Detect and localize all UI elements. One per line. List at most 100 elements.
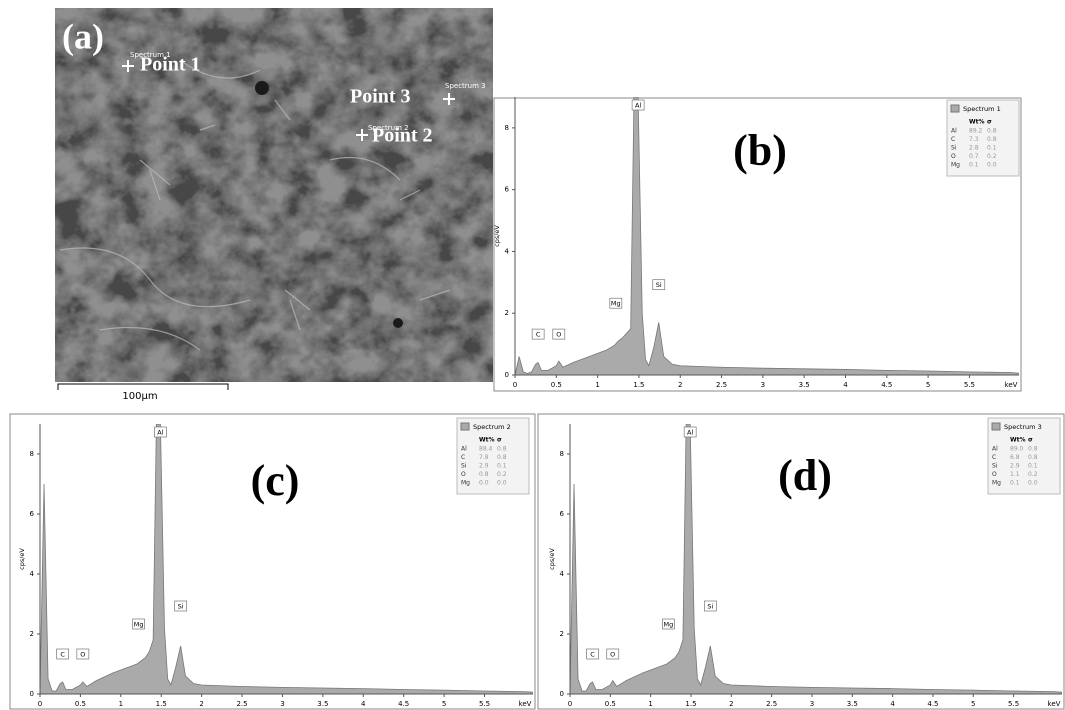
peak-tag: C (590, 651, 595, 659)
x-tick-label: 1.5 (156, 700, 167, 708)
table-cell: Al (951, 128, 957, 135)
spectrum-chart: Spectrum 2Wt%σAl88.40.8C7.80.8Si2.90.1O0… (10, 414, 535, 709)
legend-swatch (992, 423, 1000, 430)
y-tick-label: 6 (560, 510, 565, 518)
table-header: Wt% (479, 437, 495, 444)
x-tick-label: 4.5 (927, 700, 938, 708)
peak-tag: Al (687, 429, 693, 437)
x-tick-label: 2 (678, 381, 682, 389)
table-cell: 0.1 (969, 162, 979, 169)
x-tick-label: 2.5 (716, 381, 727, 389)
y-tick-label: 0 (505, 371, 509, 379)
peak-tag: C (60, 651, 65, 659)
table-cell: 0.8 (1028, 446, 1038, 453)
table-cell: 0.8 (479, 471, 489, 478)
table-cell: 0.2 (497, 471, 507, 478)
x-tick-label: 4 (890, 700, 895, 708)
x-tick-label: 4.5 (881, 381, 892, 389)
sem-pore (393, 318, 403, 328)
x-tick-label: 2 (199, 700, 203, 708)
x-tick-label: 3.5 (799, 381, 810, 389)
peak-tag: Si (656, 281, 662, 289)
y-tick-label: 2 (505, 309, 509, 317)
table-cell: 0.2 (1028, 471, 1038, 478)
y-tick-label: 6 (505, 186, 510, 194)
table-cell: 0.8 (987, 128, 997, 135)
panel-label: (a) (62, 16, 104, 56)
table-cell: 0.7 (969, 153, 979, 160)
legend-label: Spectrum 1 (963, 105, 1001, 113)
table-cell: 0.1 (497, 463, 507, 470)
table-cell: 6.8 (1010, 454, 1020, 461)
table-cell: C (992, 454, 996, 461)
table-cell: O (951, 153, 956, 160)
table-cell: Si (992, 463, 998, 470)
table-cell: C (461, 454, 465, 461)
table-cell: 0.1 (1028, 463, 1038, 470)
x-tick-label: 3 (761, 381, 765, 389)
x-axis-label: keV (1005, 381, 1018, 389)
y-tick-label: 6 (30, 510, 35, 518)
peak-tag: O (610, 651, 615, 659)
y-tick-label: 8 (30, 450, 34, 458)
x-tick-label: 4.5 (398, 700, 409, 708)
y-tick-label: 4 (505, 247, 510, 255)
table-cell: 2.9 (1010, 463, 1020, 470)
panel-label: (c) (251, 456, 300, 505)
x-tick-label: 5 (971, 700, 975, 708)
table-cell: Al (461, 446, 467, 453)
scale-bar-label: 100µm (122, 391, 157, 402)
x-tick-label: 5.5 (479, 700, 490, 708)
x-tick-label: 3.5 (317, 700, 328, 708)
peak-tag: O (80, 651, 85, 659)
peak-tag: Mg (134, 621, 144, 629)
sem-panel: (a) Point 1 Point 2 Point 3 Spectrum 1 S… (55, 8, 493, 402)
table-cell: 7.3 (969, 136, 979, 143)
peak-tag: Al (635, 102, 641, 110)
y-tick-label: 4 (30, 570, 35, 578)
table-cell: 0.1 (987, 145, 997, 152)
x-axis-label: keV (1048, 700, 1061, 708)
x-tick-label: 0.5 (75, 700, 86, 708)
y-tick-label: 0 (560, 690, 564, 698)
table-cell: 0.0 (1028, 480, 1038, 487)
table-cell: 89.2 (969, 128, 983, 135)
y-tick-label: 8 (560, 450, 564, 458)
y-axis-label: cps/eV (493, 225, 501, 247)
table-cell: C (951, 136, 955, 143)
peak-tag: Mg (611, 300, 621, 308)
spectrum-chart: Spectrum 3Wt%σAl89.00.8C6.80.8Si2.90.1O1… (538, 414, 1064, 709)
peak-tag: O (556, 331, 561, 339)
x-tick-label: 4 (843, 381, 848, 389)
peak-tag: Si (178, 603, 184, 611)
peak-tag: Si (707, 603, 713, 611)
x-tick-label: 0.5 (605, 700, 616, 708)
x-axis-label: keV (519, 700, 532, 708)
legend-label: Spectrum 3 (1004, 423, 1042, 431)
spectrum-tag: Spectrum 2 (368, 124, 409, 132)
y-axis-label: cps/eV (548, 548, 556, 570)
table-cell: Al (992, 446, 998, 453)
table-cell: O (461, 471, 466, 478)
peak-tag: C (536, 331, 541, 339)
table-cell: 0.8 (987, 136, 997, 143)
x-tick-label: 5 (442, 700, 446, 708)
x-tick-label: 0 (38, 700, 42, 708)
table-cell: 0.1 (1010, 480, 1020, 487)
table-cell: 0.8 (1028, 454, 1038, 461)
sem-pore (255, 81, 269, 95)
table-header: σ (987, 119, 992, 126)
table-header: σ (1028, 437, 1033, 444)
scale-bar (58, 384, 228, 390)
x-tick-label: 5.5 (1008, 700, 1019, 708)
panel-label: (d) (778, 451, 832, 500)
legend-label: Spectrum 2 (473, 423, 511, 431)
x-tick-label: 0 (513, 381, 517, 389)
table-cell: Mg (951, 162, 960, 169)
table-cell: 1.1 (1010, 471, 1020, 478)
x-tick-label: 2.5 (766, 700, 777, 708)
y-axis-label: cps/eV (18, 548, 26, 570)
legend-swatch (461, 423, 469, 430)
table-cell: 88.4 (479, 446, 493, 453)
